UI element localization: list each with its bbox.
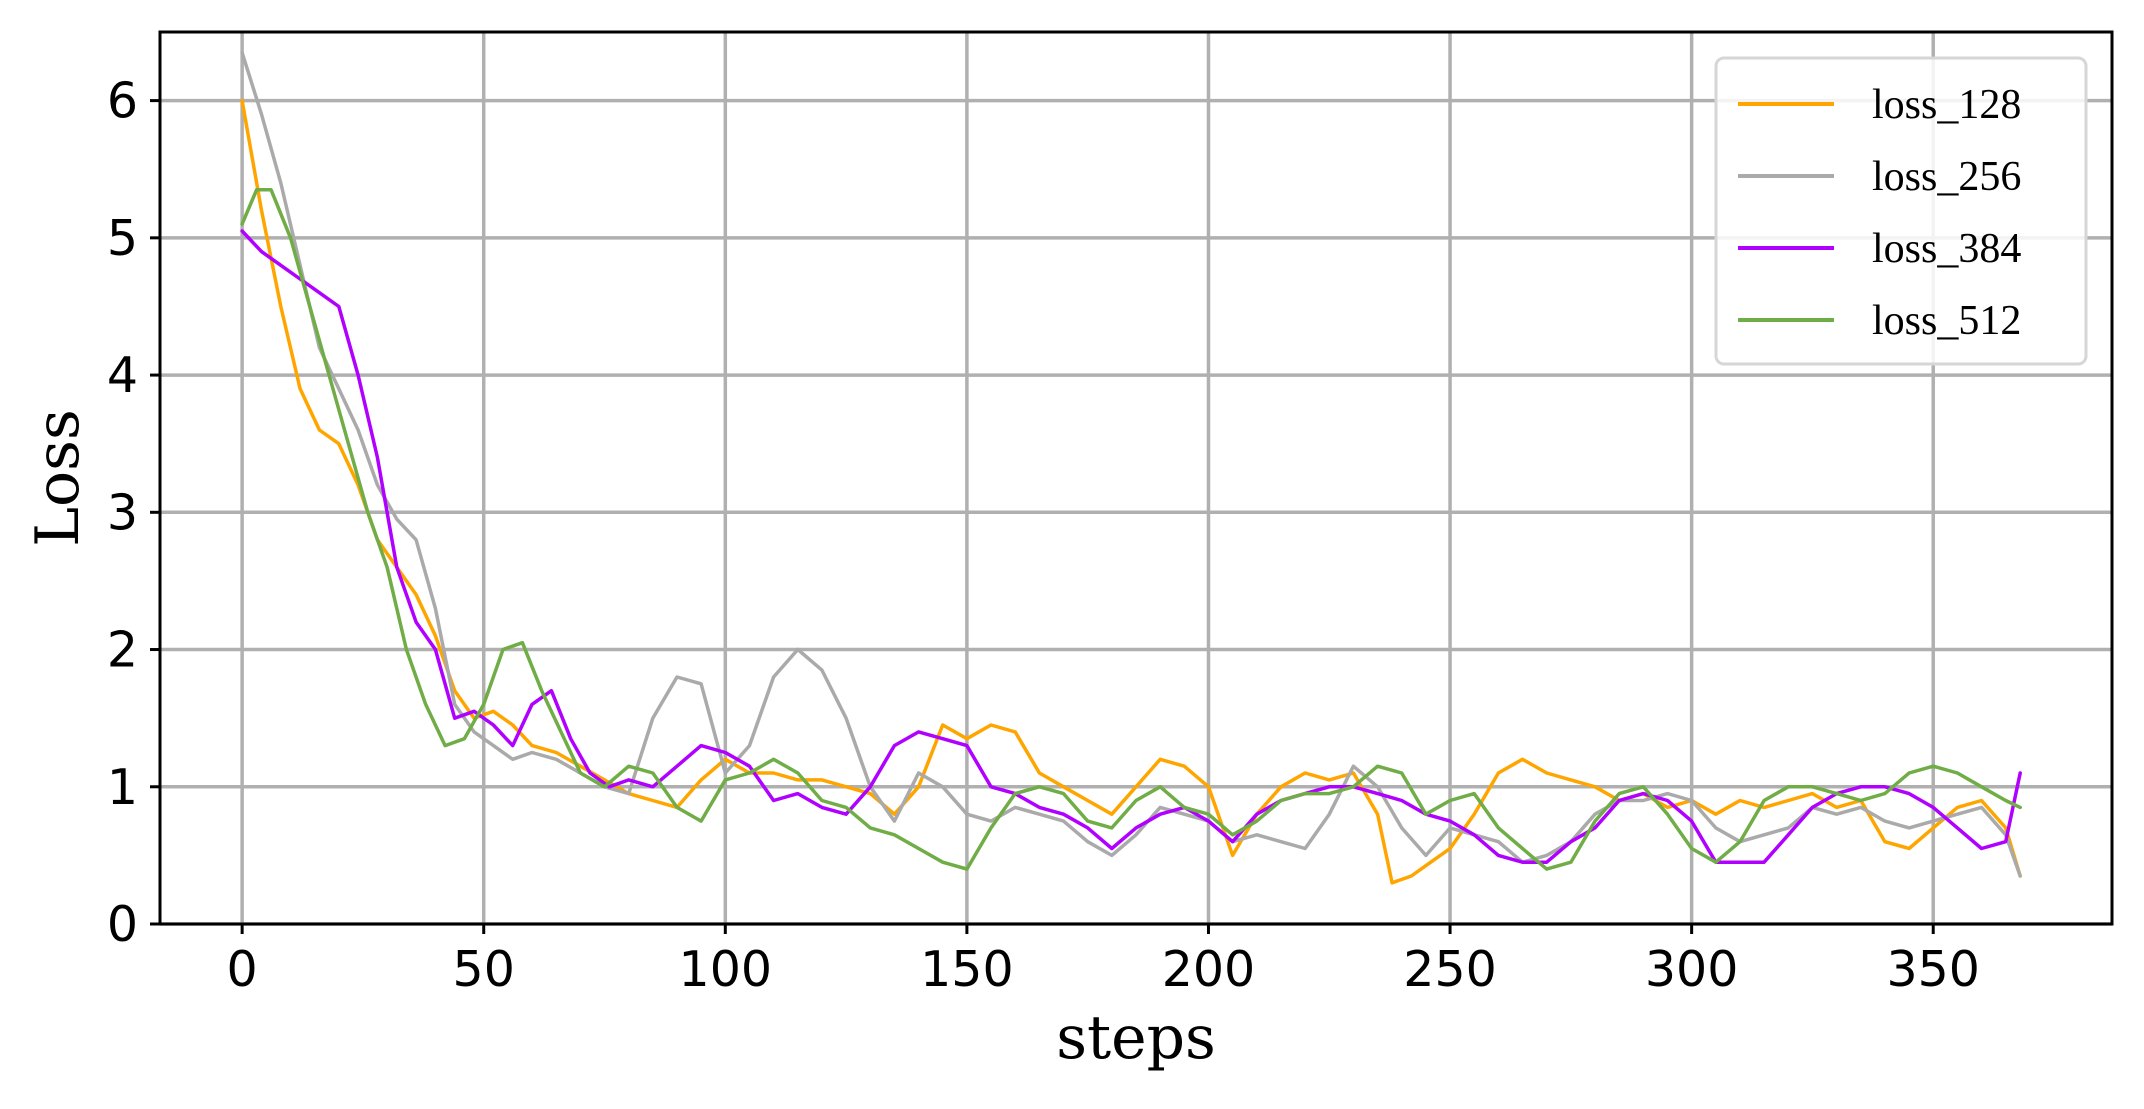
legend-label-loss-384: loss_384	[1872, 226, 2021, 272]
legend: loss_128 loss_256 loss_384 loss_512	[1714, 56, 2088, 366]
legend-label-loss-128: loss_128	[1872, 82, 2021, 128]
legend-box	[1714, 56, 2088, 366]
x-tick-label-100: 100	[679, 941, 773, 998]
y-tick-label-1: 1	[107, 759, 138, 816]
x-tick-label-350: 350	[1886, 941, 1980, 998]
y-tick-label-4: 4	[107, 347, 138, 404]
x-tick-label-200: 200	[1162, 941, 1256, 998]
plot-frame	[158, 30, 2114, 926]
series-layer	[240, 50, 2022, 885]
x-tick-label-300: 300	[1645, 941, 1739, 998]
y-tick-label-6: 6	[107, 73, 138, 130]
y-axis-title: Loss	[23, 409, 93, 547]
y-tick-label-3: 3	[107, 484, 138, 541]
tick-layer: 0 50 100 150 200 250 300 350 0 1 2 3 4 5 6	[107, 73, 1980, 998]
y-tick-label-0: 0	[107, 896, 138, 953]
x-tick-label-150: 150	[920, 941, 1014, 998]
series-line-loss-512	[240, 188, 2022, 871]
y-tick-label-5: 5	[107, 210, 138, 267]
series-line-loss-128	[240, 98, 2022, 885]
x-axis-title: steps	[1056, 1003, 1216, 1073]
x-tick-label-0: 0	[227, 941, 258, 998]
legend-label-loss-512: loss_512	[1872, 298, 2021, 344]
x-tick-label-250: 250	[1403, 941, 1497, 998]
y-tick-label-2: 2	[107, 622, 138, 679]
x-tick-label-50: 50	[453, 941, 515, 998]
series-line-loss-256	[240, 50, 2022, 878]
legend-label-loss-256: loss_256	[1872, 154, 2021, 200]
